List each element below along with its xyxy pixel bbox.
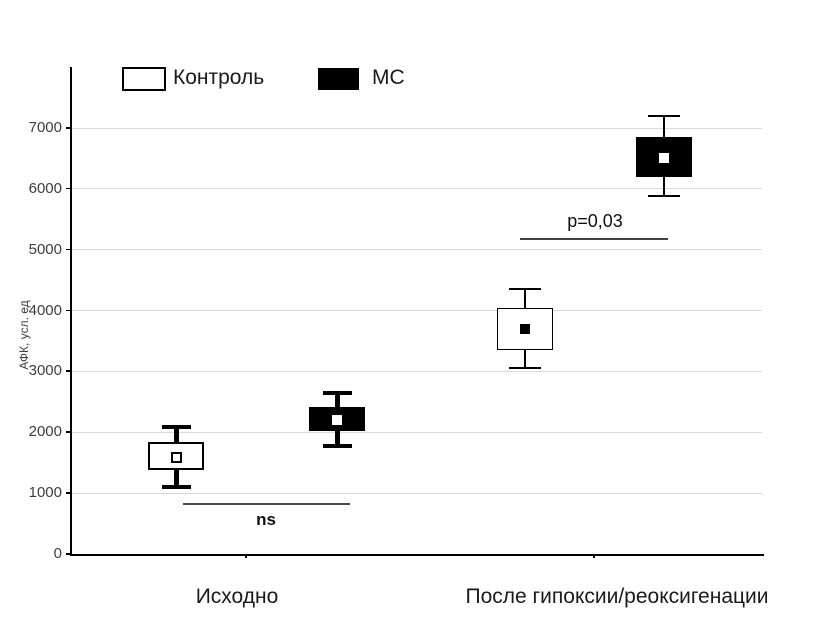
annotation-label-p-value: p=0,03	[567, 211, 623, 231]
significance-line-ns	[183, 502, 350, 505]
whisker-cap-ms	[648, 114, 680, 117]
legend-swatch-ms	[318, 68, 359, 90]
y-gridline	[72, 310, 762, 312]
y-axis-tick	[66, 309, 72, 312]
whisker-cap-control	[509, 367, 541, 370]
y-tick-label: 2000	[28, 423, 62, 441]
x-category-label-hypoxia: После гипоксии/реоксигенации	[465, 585, 769, 608]
legend-swatch-control	[122, 67, 166, 91]
y-axis-tick	[66, 127, 72, 129]
whisker-cap-ms	[322, 443, 352, 448]
x-axis-tick	[593, 554, 595, 558]
y-axis-tick	[66, 370, 72, 372]
whisker-stem-ms	[663, 176, 665, 196]
y-gridline	[72, 188, 762, 190]
y-tick-label: 7000	[28, 119, 62, 136]
y-tick-label: 0	[53, 545, 62, 562]
y-tick-label: 5000	[28, 240, 62, 258]
whisker-cap-ms	[648, 194, 680, 197]
y-axis-title: АФК, усл. ед	[17, 300, 31, 370]
x-category-label-baseline: Исходно	[195, 585, 279, 608]
y-gridline	[72, 431, 762, 433]
annotation-label-ns: ns	[256, 510, 276, 529]
box-control	[148, 442, 204, 470]
y-gridline	[72, 492, 762, 494]
whisker-stem-control	[173, 470, 179, 488]
whisker-cap-control	[509, 287, 541, 290]
y-axis-tick	[66, 492, 72, 494]
whisker-stem-control	[524, 288, 526, 309]
whisker-stem-ms	[663, 115, 665, 138]
mean-marker-ms	[659, 152, 669, 163]
legend-label-ms: МС	[372, 66, 405, 89]
plot-axes	[70, 67, 764, 556]
mean-marker-control	[520, 323, 530, 334]
y-gridline	[72, 127, 762, 129]
whisker-stem-control	[524, 349, 526, 369]
y-axis-tick	[66, 553, 72, 555]
mean-marker-ms	[332, 415, 342, 426]
y-tick-label: 1000	[28, 484, 62, 502]
legend-label-control: Контроль	[173, 66, 265, 89]
y-tick-label: 4000	[28, 301, 62, 319]
y-axis-tick	[66, 187, 72, 190]
whisker-stem-ms	[334, 392, 340, 408]
y-axis-tick	[66, 431, 72, 433]
y-tick-label: 3000	[28, 362, 62, 380]
whisker-stem-control	[173, 427, 179, 442]
y-tick-label: 6000	[28, 179, 62, 197]
y-gridline	[72, 249, 762, 251]
whisker-stem-ms	[334, 431, 340, 446]
x-axis-tick	[245, 554, 247, 558]
y-axis-tick	[66, 248, 72, 251]
significance-line-p-value	[520, 238, 668, 240]
mean-marker-control	[170, 451, 182, 463]
whisker-cap-control	[161, 485, 191, 490]
y-gridline	[72, 370, 762, 372]
whisker-cap-ms	[322, 390, 352, 395]
whisker-cap-control	[161, 425, 191, 430]
